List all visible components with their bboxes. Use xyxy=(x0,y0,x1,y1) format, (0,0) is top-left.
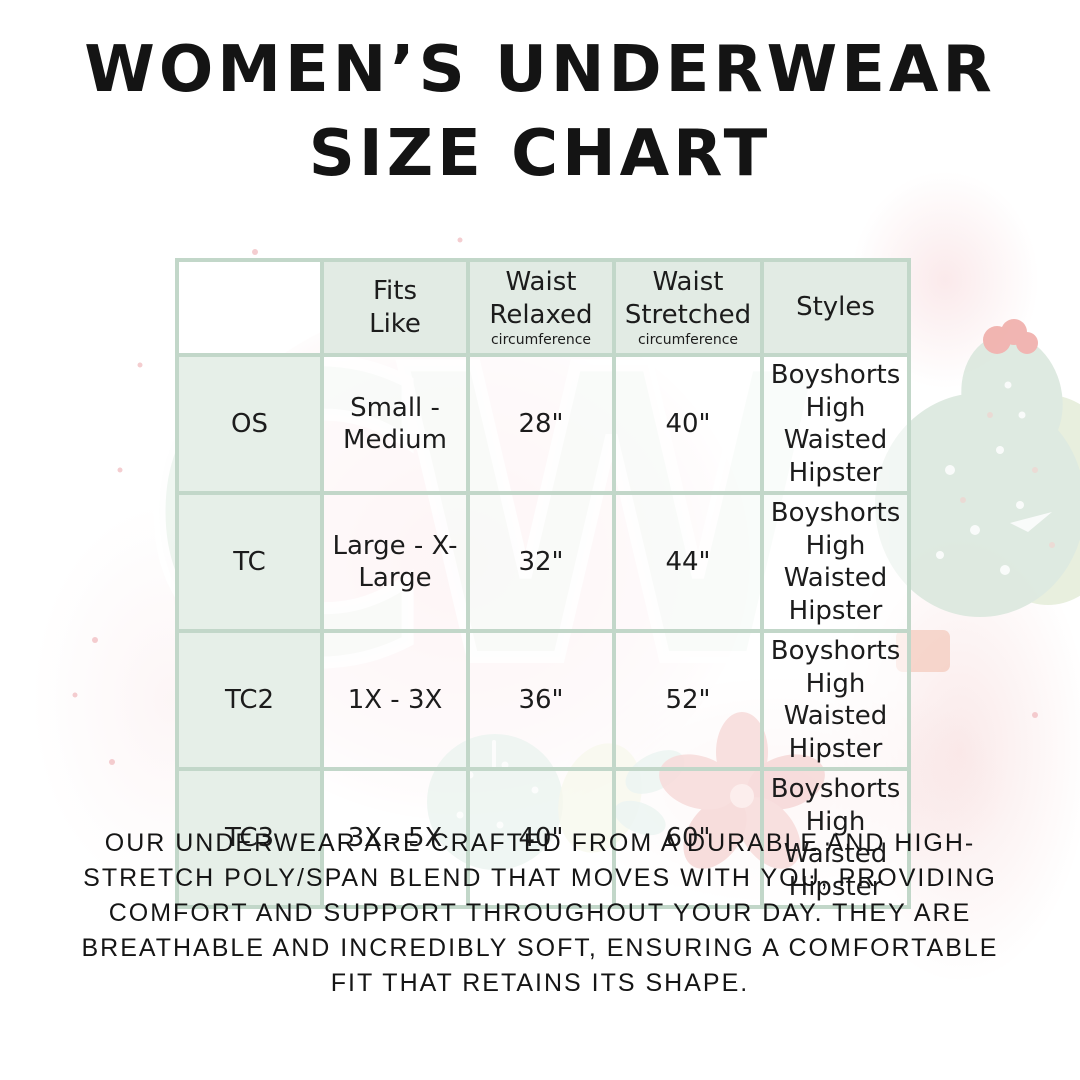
circumference-note: circumference xyxy=(637,332,739,349)
cactus-flower-icon xyxy=(983,319,1038,354)
size-cell: TC2 xyxy=(175,629,324,771)
table-corner-spacer xyxy=(175,258,324,357)
fits-like-cell: Large - X-Large xyxy=(320,491,470,633)
page-title: WOMEN’S UNDERWEAR SIZE CHART xyxy=(0,28,1080,196)
circumference-note: circumference xyxy=(490,332,592,349)
styles-cell: Boyshorts High Waisted Hipster xyxy=(760,491,911,633)
waist-stretched-cell: 52" xyxy=(612,629,764,771)
fits-like-cell: 1X - 3X xyxy=(320,629,470,771)
fits-like-cell: Small - Medium xyxy=(320,353,470,495)
page-title-line2: SIZE CHART xyxy=(308,117,772,191)
size-chart-table: Fits Like Waist Relaxed circumference Wa… xyxy=(175,258,911,909)
styles-cell: Boyshorts High Waisted Hipster xyxy=(760,353,911,495)
page-title-line1: WOMEN’S UNDERWEAR xyxy=(84,33,996,107)
table-row: TC2 1X - 3X 36" 52" Boyshorts High Waist… xyxy=(175,629,911,771)
column-header-waist-stretched: Waist Stretched circumference xyxy=(612,258,764,357)
product-description: OUR UNDERWEAR ARE CRAFTED FROM A DURABLE… xyxy=(81,829,999,997)
waist-relaxed-cell: 36" xyxy=(466,629,616,771)
column-header-fits-like: Fits Like xyxy=(320,258,470,357)
table-row: TC Large - X-Large 32" 44" Boyshorts Hig… xyxy=(175,491,911,633)
size-cell: TC xyxy=(175,491,324,633)
column-header-styles: Styles xyxy=(760,258,911,357)
waist-stretched-cell: 40" xyxy=(612,353,764,495)
size-cell: OS xyxy=(175,353,324,495)
styles-cell: Boyshorts High Waisted Hipster xyxy=(760,629,911,771)
waist-relaxed-cell: 32" xyxy=(466,491,616,633)
table-header-row: Fits Like Waist Relaxed circumference Wa… xyxy=(175,258,911,357)
column-header-waist-relaxed: Waist Relaxed circumference xyxy=(466,258,616,357)
waist-stretched-cell: 44" xyxy=(612,491,764,633)
waist-relaxed-cell: 28" xyxy=(466,353,616,495)
table-row: OS Small - Medium 28" 40" Boyshorts High… xyxy=(175,353,911,495)
